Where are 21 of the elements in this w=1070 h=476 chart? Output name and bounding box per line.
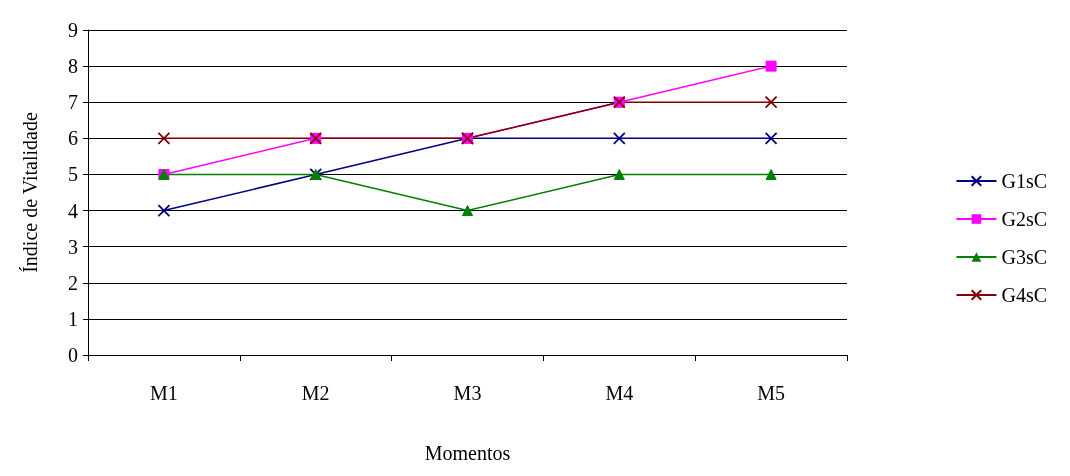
- y-tick-label: 7: [68, 91, 78, 114]
- y-tick-label: 5: [68, 163, 78, 186]
- legend-label: G1sC: [1001, 170, 1048, 192]
- y-tick-label: 6: [68, 127, 78, 150]
- y-tick-label: 9: [68, 19, 78, 41]
- y-tick-label: 1: [68, 307, 78, 330]
- x-tick-label: M2: [301, 382, 330, 404]
- y-tick-label: 8: [68, 55, 78, 78]
- x-tick-label: M4: [605, 382, 634, 404]
- x-axis-title: Momentos: [424, 442, 511, 464]
- x-tick-label: M1: [150, 382, 178, 404]
- y-axis-title: Índice de Vitalidade: [19, 112, 41, 273]
- x-tick-label: M3: [453, 382, 482, 404]
- legend-label: G4sC: [1001, 284, 1048, 306]
- x-tick-label: M5: [757, 382, 785, 404]
- legend-label: G2sC: [1001, 208, 1048, 230]
- y-tick-label: 4: [68, 199, 78, 222]
- y-tick-label: 2: [68, 271, 78, 294]
- y-tick-label: 3: [68, 235, 78, 258]
- legend-label: G3sC: [1001, 246, 1048, 268]
- y-tick-label: 0: [68, 344, 78, 366]
